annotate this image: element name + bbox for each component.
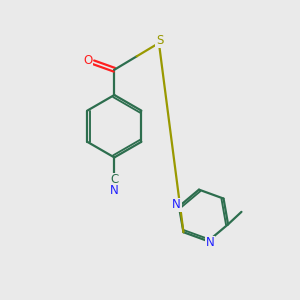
Text: N: N (206, 236, 215, 249)
Text: C: C (110, 173, 118, 186)
Text: N: N (110, 184, 119, 196)
Text: N: N (172, 199, 181, 212)
Text: O: O (84, 54, 93, 67)
Text: S: S (156, 34, 163, 47)
